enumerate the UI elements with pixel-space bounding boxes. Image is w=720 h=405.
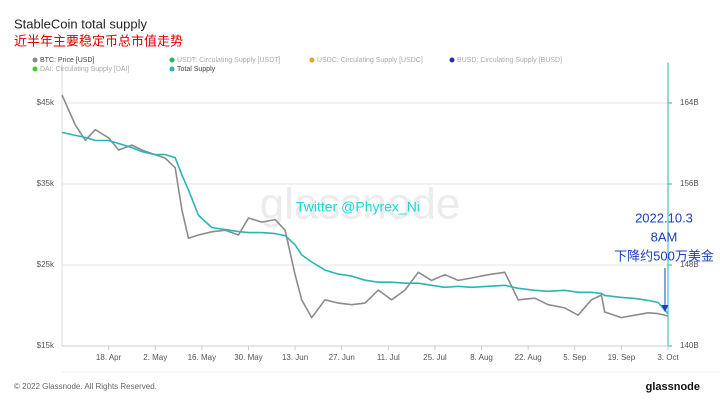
- y-tick-label: $35k: [37, 179, 55, 188]
- y2-tick-label: 148B: [680, 260, 699, 269]
- legend-swatch: [32, 66, 38, 72]
- y2-tick-label: 140B: [680, 341, 699, 350]
- x-tick-label: 30. May: [234, 353, 262, 362]
- legend-label: BTC: Price [USD]: [40, 57, 95, 64]
- x-tick-label: 25. Jul: [423, 353, 447, 362]
- legend-swatch: [449, 57, 455, 63]
- y2-tick-label: 164B: [680, 98, 699, 107]
- series-line: [61, 131, 669, 315]
- logo: glassnode: [646, 381, 700, 393]
- legend-swatch: [169, 66, 175, 72]
- watermark: glassnode: [260, 180, 461, 229]
- y-tick-label: $25k: [37, 260, 55, 269]
- x-tick-label: 22. Aug: [515, 353, 542, 362]
- annotation-arrowhead: [661, 305, 669, 312]
- annotation: 8AM: [651, 229, 678, 244]
- chart-subtitle: 近半年主要稳定币总市值走势: [14, 33, 183, 48]
- series-line: [61, 94, 669, 319]
- chart-title: StableCoin total supply: [14, 16, 147, 31]
- x-tick-label: 16. May: [188, 353, 216, 362]
- annotation: Twitter @Phyrex_Ni: [296, 199, 420, 215]
- y-tick-label: $15k: [37, 341, 55, 350]
- y2-tick-label: 156B: [680, 179, 699, 188]
- x-tick-label: 18. Apr: [96, 353, 122, 362]
- x-tick-label: 19. Sep: [608, 353, 636, 362]
- x-tick-label: 27. Jun: [329, 353, 355, 362]
- footer: © 2022 Glassnode. All Rights Reserved.: [14, 382, 157, 391]
- annotation: 2022.10.3: [635, 210, 693, 225]
- legend-swatch: [32, 57, 38, 63]
- legend-label: BUSD: Circulating Supply [BUSD]: [457, 57, 562, 64]
- legend-label: Total Supply: [177, 66, 216, 73]
- legend-label: USDT: Circulating Supply [USDT]: [177, 57, 281, 64]
- x-tick-label: 8. Aug: [470, 353, 493, 362]
- x-tick-label: 2. May: [143, 353, 167, 362]
- x-tick-label: 11. Jul: [377, 353, 400, 362]
- y-tick-label: $45k: [37, 98, 55, 107]
- x-tick-label: 5. Sep: [563, 353, 587, 362]
- x-tick-label: 13. Jun: [282, 353, 308, 362]
- legend-label: DAI: Circulating Supply [DAI]: [40, 66, 130, 73]
- annotation: 下降约500万美金: [614, 248, 714, 263]
- legend-swatch: [169, 57, 175, 63]
- x-tick-label: 3. Oct: [657, 353, 679, 362]
- legend-label: USDC: Circulating Supply [USDC]: [317, 57, 423, 64]
- legend-swatch: [309, 57, 315, 63]
